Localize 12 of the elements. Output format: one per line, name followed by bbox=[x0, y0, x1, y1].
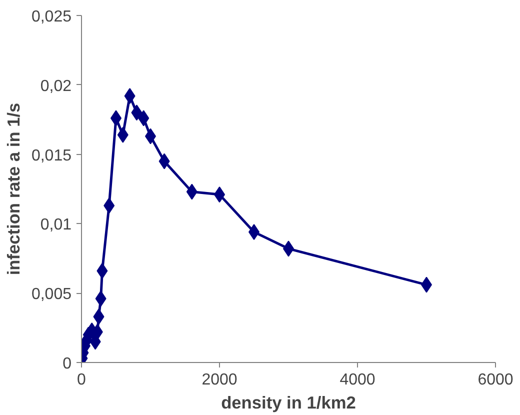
x-tick-label: 0 bbox=[77, 372, 86, 388]
y-axis-title: infection rate a in 1/s bbox=[3, 102, 24, 276]
y-tick-label: 0 bbox=[62, 356, 72, 372]
x-tick-label: 2000 bbox=[202, 372, 238, 388]
y-tick-label: 0,015 bbox=[31, 147, 72, 164]
x-tick-label: 6000 bbox=[478, 372, 514, 388]
y-tick-label: 0,01 bbox=[40, 216, 72, 234]
y-tick-label: 0,02 bbox=[40, 78, 72, 95]
x-axis-title: density in 1/km2 bbox=[221, 392, 356, 412]
y-tick-label: 0,005 bbox=[31, 286, 72, 304]
x-tick-label: 4000 bbox=[340, 372, 376, 388]
y-tick-label: 0,025 bbox=[31, 8, 72, 26]
